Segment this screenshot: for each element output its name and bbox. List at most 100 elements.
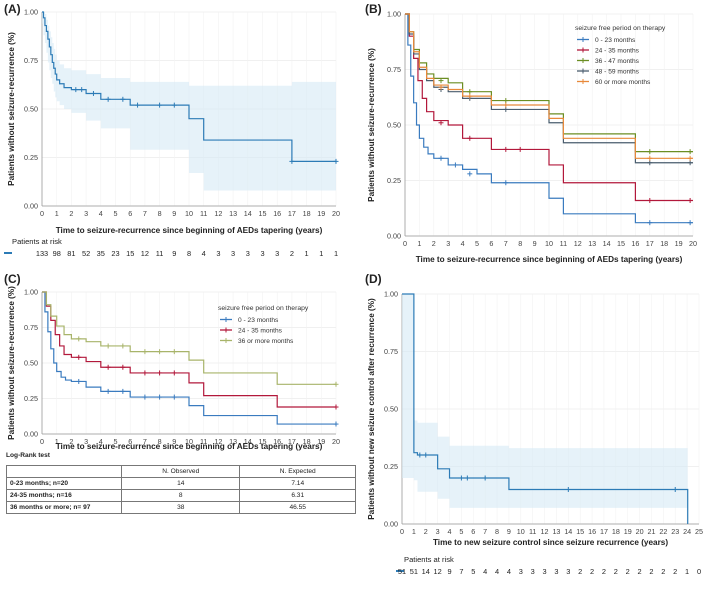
x-tick-label: 10	[185, 209, 193, 218]
x-tick-label: 7	[143, 209, 147, 218]
risk-count: 2	[290, 249, 294, 258]
panel-label-c: (C)	[4, 272, 21, 286]
legend-title: seizure free period on therapy	[575, 25, 666, 32]
x-tick-label: 2	[432, 239, 436, 248]
risk-count: 3	[519, 567, 523, 576]
risk-count: 3	[246, 249, 250, 258]
panel-label-b: (B)	[365, 2, 382, 16]
x-tick-label: 8	[158, 209, 162, 218]
log-rank-header-row: N. Observed N. Expected	[6, 465, 356, 478]
x-tick-label: 9	[172, 437, 176, 446]
risk-count: 2	[649, 567, 653, 576]
x-tick-label: 25	[695, 527, 703, 536]
x-tick-label: 19	[675, 239, 683, 248]
x-tick-label: 8	[158, 437, 162, 446]
x-axis-title: Time to seizure-recurrence since beginni…	[56, 226, 323, 235]
chart-panel-a: 0.00 0.25 0.50 0.75 1.00 0 1 2 3 4 5 6 7 8 9 10 11 12 13 14…	[0, 0, 350, 270]
x-tick-label: 0	[40, 209, 44, 218]
x-tick-label: 16	[273, 437, 281, 446]
x-tick-label: 22	[659, 527, 667, 536]
x-tick-label: 21	[647, 527, 655, 536]
risk-count: 51	[410, 567, 418, 576]
y-tick-label: 1.00	[24, 8, 38, 17]
x-tick-label: 13	[552, 527, 560, 536]
x-tick-label: 1	[417, 239, 421, 248]
risk-count: 15	[126, 249, 134, 258]
x-tick-label: 16	[631, 239, 639, 248]
log-rank-title: Log-Rank test	[6, 452, 50, 459]
risk-table-title: Patients at risk	[404, 555, 454, 564]
x-tick-label: 0	[40, 437, 44, 446]
risk-count: 133	[36, 249, 48, 258]
log-rank-expected: 46.55	[239, 501, 356, 514]
x-tick-label: 3	[436, 527, 440, 536]
chart-panel-b: 0.00 0.25 0.50 0.75 1.00 0 1 2 3 4 5 6 7 8 9 10 11 12 13 14…	[360, 0, 709, 270]
risk-count: 98	[53, 249, 61, 258]
x-tick-label: 11	[529, 527, 536, 536]
risk-count: 81	[67, 249, 75, 258]
y-tick-label: 0.50	[384, 405, 398, 414]
y-tick-label: 0.25	[24, 153, 38, 162]
legend-item: 36 - 47 months	[595, 58, 640, 65]
x-tick-label: 5	[114, 209, 118, 218]
risk-count: 2	[626, 567, 630, 576]
log-rank-expected: 7.14	[239, 477, 356, 490]
x-tick-label: 13	[588, 239, 596, 248]
y-tick-label: 1.00	[24, 288, 38, 297]
x-axis-title: Time to seizure-recurrence since beginni…	[416, 255, 683, 264]
x-tick-label: 20	[689, 239, 697, 248]
survival-curve-60ormoremonths	[405, 13, 693, 159]
log-rank-row: 24-35 months; n=16 8 6.31	[6, 489, 356, 502]
risk-count: 52	[82, 249, 90, 258]
log-rank-group: 0-23 months; n=20	[6, 477, 122, 490]
x-tick-label: 6	[471, 527, 475, 536]
legend-item: 36 or more months	[238, 338, 294, 345]
x-tick-label: 14	[603, 239, 611, 248]
x-tick-label: 7	[483, 527, 487, 536]
confidence-band	[42, 12, 336, 191]
risk-count: 2	[614, 567, 618, 576]
log-rank-header: N. Observed	[120, 465, 241, 478]
x-tick-label: 5	[475, 239, 479, 248]
risk-count: 11	[156, 249, 164, 258]
survival-curve-0-23months	[42, 291, 336, 425]
x-tick-label: 18	[303, 209, 311, 218]
x-tick-label: 12	[214, 209, 222, 218]
y-axis-title: Patients without seizure-recurrence (%)	[367, 48, 376, 202]
x-tick-label: 11	[200, 437, 207, 446]
x-tick-label: 3	[84, 437, 88, 446]
x-tick-label: 20	[332, 209, 340, 218]
risk-count: 9	[172, 249, 176, 258]
x-tick-label: 0	[400, 527, 404, 536]
risk-count: 4	[483, 567, 487, 576]
x-tick-label: 15	[617, 239, 625, 248]
x-tick-label: 7	[504, 239, 508, 248]
legend-item: 24 - 35 months	[238, 328, 283, 335]
x-tick-label: 17	[600, 527, 608, 536]
survival-curve-0-23months	[405, 13, 693, 224]
x-axis-title: Time to new seizure control since seizur…	[433, 538, 668, 547]
x-tick-label: 9	[172, 209, 176, 218]
y-tick-label: 0.75	[24, 323, 38, 332]
x-tick-label: 7	[143, 437, 147, 446]
risk-count: 1	[305, 249, 309, 258]
x-tick-label: 14	[244, 209, 252, 218]
x-tick-label: 15	[259, 437, 267, 446]
confidence-band	[402, 294, 688, 508]
chart-panel-c: 0.00 0.25 0.50 0.75 1.00 0 1 2 3 4 5 6 7 8 9 10 11 12 13 14…	[0, 272, 350, 452]
x-tick-label: 12	[574, 239, 582, 248]
y-tick-label: 0.00	[384, 520, 398, 529]
y-tick-label: 0.50	[387, 121, 401, 130]
log-rank-group: 24-35 months; n=16	[6, 489, 122, 502]
y-tick-label: 1.00	[387, 10, 401, 19]
y-tick-label: 0.50	[24, 359, 38, 368]
x-tick-label: 1	[55, 437, 59, 446]
y-axis-title: Patients without seizure-recurrence (%)	[7, 286, 16, 440]
survival-curve-all	[402, 293, 689, 524]
x-tick-label: 11	[560, 239, 567, 248]
x-axis-title: Time to seizure-recurrence since beginni…	[56, 442, 323, 451]
x-tick-label: 16	[588, 527, 596, 536]
log-rank-observed: 14	[120, 477, 241, 490]
x-tick-label: 1	[412, 527, 416, 536]
x-tick-label: 16	[273, 209, 281, 218]
